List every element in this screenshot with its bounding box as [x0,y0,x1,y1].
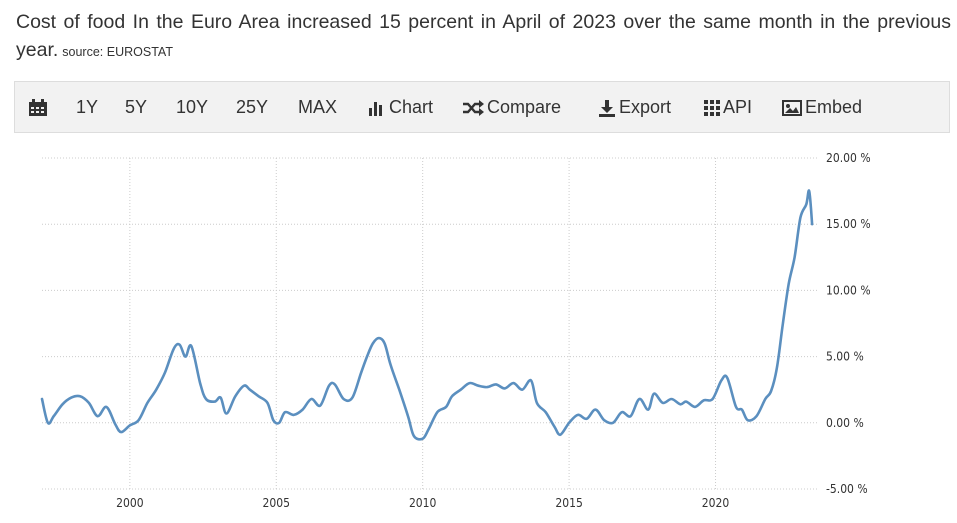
headline-text: Cost of food In the Euro Area increased … [16,11,951,61]
export-label: Export [619,97,672,117]
x-tick-label: 2015 [555,496,582,510]
grid-icon [704,100,720,117]
y-tick-label: 15.00 % [826,217,871,231]
range-max-button[interactable]: MAX [298,97,338,117]
source-note: source: EUROSTAT [62,45,173,59]
x-tick-label: 2000 [116,496,144,510]
range-1y-button[interactable]: 1Y [76,97,99,117]
chart-type-button[interactable]: Chart [368,82,433,132]
series-line [40,189,814,441]
x-tick-label: 2005 [263,496,290,510]
image-icon [782,100,802,117]
x-tick-label: 2010 [409,496,437,510]
grid-layer [42,157,818,490]
chart-headline: Cost of food In the Euro Area increased … [16,8,951,66]
y-tick-label: -5.00 % [826,482,868,496]
embed-button[interactable]: Embed [782,82,862,132]
series-layer [40,189,814,441]
calendar-button[interactable] [28,82,51,132]
axis-layer: 20.00 % 15.00 % 10.00 % 5.00 % 0.00 % -5.00 %… [116,151,870,510]
range-5y-button[interactable]: 5Y [125,97,148,117]
food-inflation-chart: 20.00 % 15.00 % 10.00 % 5.00 % 0.00 % -5.00 %… [40,151,871,510]
y-tick-label: 0.00 % [826,416,864,430]
range-10y-button[interactable]: 10Y [176,97,209,117]
y-tick-label: 10.00 % [826,283,871,297]
chart-toolbar: 1Y 5Y 10Y 25Y MAX Chart Compare [14,81,950,133]
x-tick-label: 2020 [702,496,730,510]
calendar-icon [28,99,48,117]
api-label: API [723,97,753,117]
chart-type-label: Chart [389,97,434,117]
compare-button[interactable]: Compare [462,82,561,132]
bar-chart-icon [368,100,386,117]
download-icon [598,99,616,118]
range-25y-button[interactable]: 25Y [236,97,269,117]
y-tick-label: 20.00 % [826,151,871,165]
export-button[interactable]: Export [598,82,671,132]
api-button[interactable]: API [704,82,752,132]
compare-label: Compare [487,97,562,117]
embed-label: Embed [805,97,863,117]
shuffle-icon [462,100,484,117]
y-tick-label: 5.00 % [826,350,864,364]
